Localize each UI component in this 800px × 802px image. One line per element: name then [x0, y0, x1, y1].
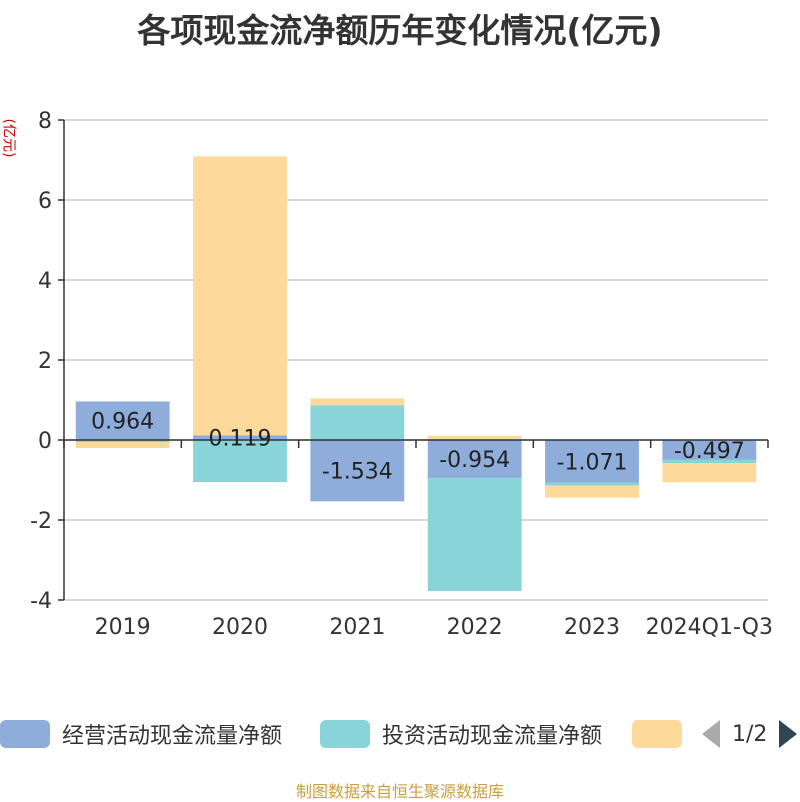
x-category-label: 2020 — [212, 615, 268, 640]
bar-2020-series-0 — [193, 435, 287, 440]
bar-2023-series-0 — [545, 440, 639, 483]
legend-item-financing[interactable] — [632, 714, 682, 754]
x-category-label: 2019 — [95, 615, 151, 640]
bar-2020-series-2 — [193, 156, 287, 436]
bar-2021-series-1 — [310, 405, 405, 440]
bar-2024Q1-Q3-series-0 — [662, 440, 757, 460]
bar-2023-series-2 — [545, 485, 639, 498]
data-label: -1.534 — [322, 460, 393, 485]
y-tick-label: 2 — [38, 349, 52, 374]
bar-2024Q1-Q3-series-2 — [662, 463, 757, 483]
bar-2021-series-0 — [310, 440, 405, 502]
legend-page-indicator: 1/2 — [732, 721, 768, 747]
data-label: 0.964 — [91, 410, 154, 435]
legend-prev-page-icon[interactable] — [702, 720, 720, 748]
bar-2019-series-0 — [75, 401, 170, 440]
legend-item-operating[interactable]: 经营活动现金流量净额 — [0, 714, 282, 754]
bar-2024Q1-Q3-series-1 — [662, 459, 757, 464]
data-label: 0.119 — [209, 427, 272, 452]
legend-item-investing[interactable]: 投资活动现金流量净额 — [320, 714, 602, 754]
data-source-note: 制图数据来自恒生聚源数据库 — [295, 782, 504, 801]
y-tick-label: 8 — [38, 109, 52, 134]
legend-label-investing: 投资活动现金流量净额 — [382, 724, 603, 749]
x-category-label: 2024Q1-Q3 — [646, 615, 773, 640]
data-label: -1.071 — [557, 450, 628, 475]
legend-swatch-financing — [632, 720, 682, 748]
bar-2022-series-2 — [427, 436, 522, 440]
chart-title: 各项现金流净额历年变化情况(亿元) — [137, 11, 663, 50]
legend-next-page-icon[interactable] — [779, 720, 798, 748]
bar-2021-series-2 — [310, 398, 405, 406]
bar-2023-series-1 — [545, 482, 639, 486]
y-tick-label: -4 — [30, 589, 52, 614]
y-tick-label: 0 — [38, 429, 52, 454]
axes — [58, 119, 769, 601]
bar-2020-series-1 — [193, 440, 287, 482]
y-tick-label: 6 — [38, 189, 52, 214]
grid-lines — [64, 119, 768, 601]
labels: -4 -2 0 2 4 6 8 0.964 2019 0.119 2020 -1.534 2021 -0.… — [30, 109, 773, 640]
x-category-label: 2021 — [329, 615, 385, 640]
legend-pager: 1/2 — [702, 714, 798, 754]
legend-swatch-operating — [0, 720, 50, 748]
data-label: -0.954 — [439, 448, 510, 473]
bar-2019-series-2 — [75, 442, 170, 448]
bars — [75, 156, 757, 591]
data-label: -0.497 — [674, 439, 745, 464]
bar-2019-series-1 — [75, 440, 170, 442]
bar-2022-series-1 — [427, 478, 522, 591]
y-tick-label: -2 — [30, 509, 52, 534]
x-category-label: 2023 — [564, 615, 620, 640]
x-category-label: 2022 — [447, 615, 503, 640]
legend-swatch-investing — [320, 720, 370, 748]
legend: 经营活动现金流量净额 投资活动现金流量净额 1/2 — [0, 714, 800, 754]
y-tick-label: 4 — [38, 269, 52, 294]
bar-2022-series-0 — [427, 440, 522, 479]
legend-label-operating: 经营活动现金流量净额 — [62, 724, 283, 749]
